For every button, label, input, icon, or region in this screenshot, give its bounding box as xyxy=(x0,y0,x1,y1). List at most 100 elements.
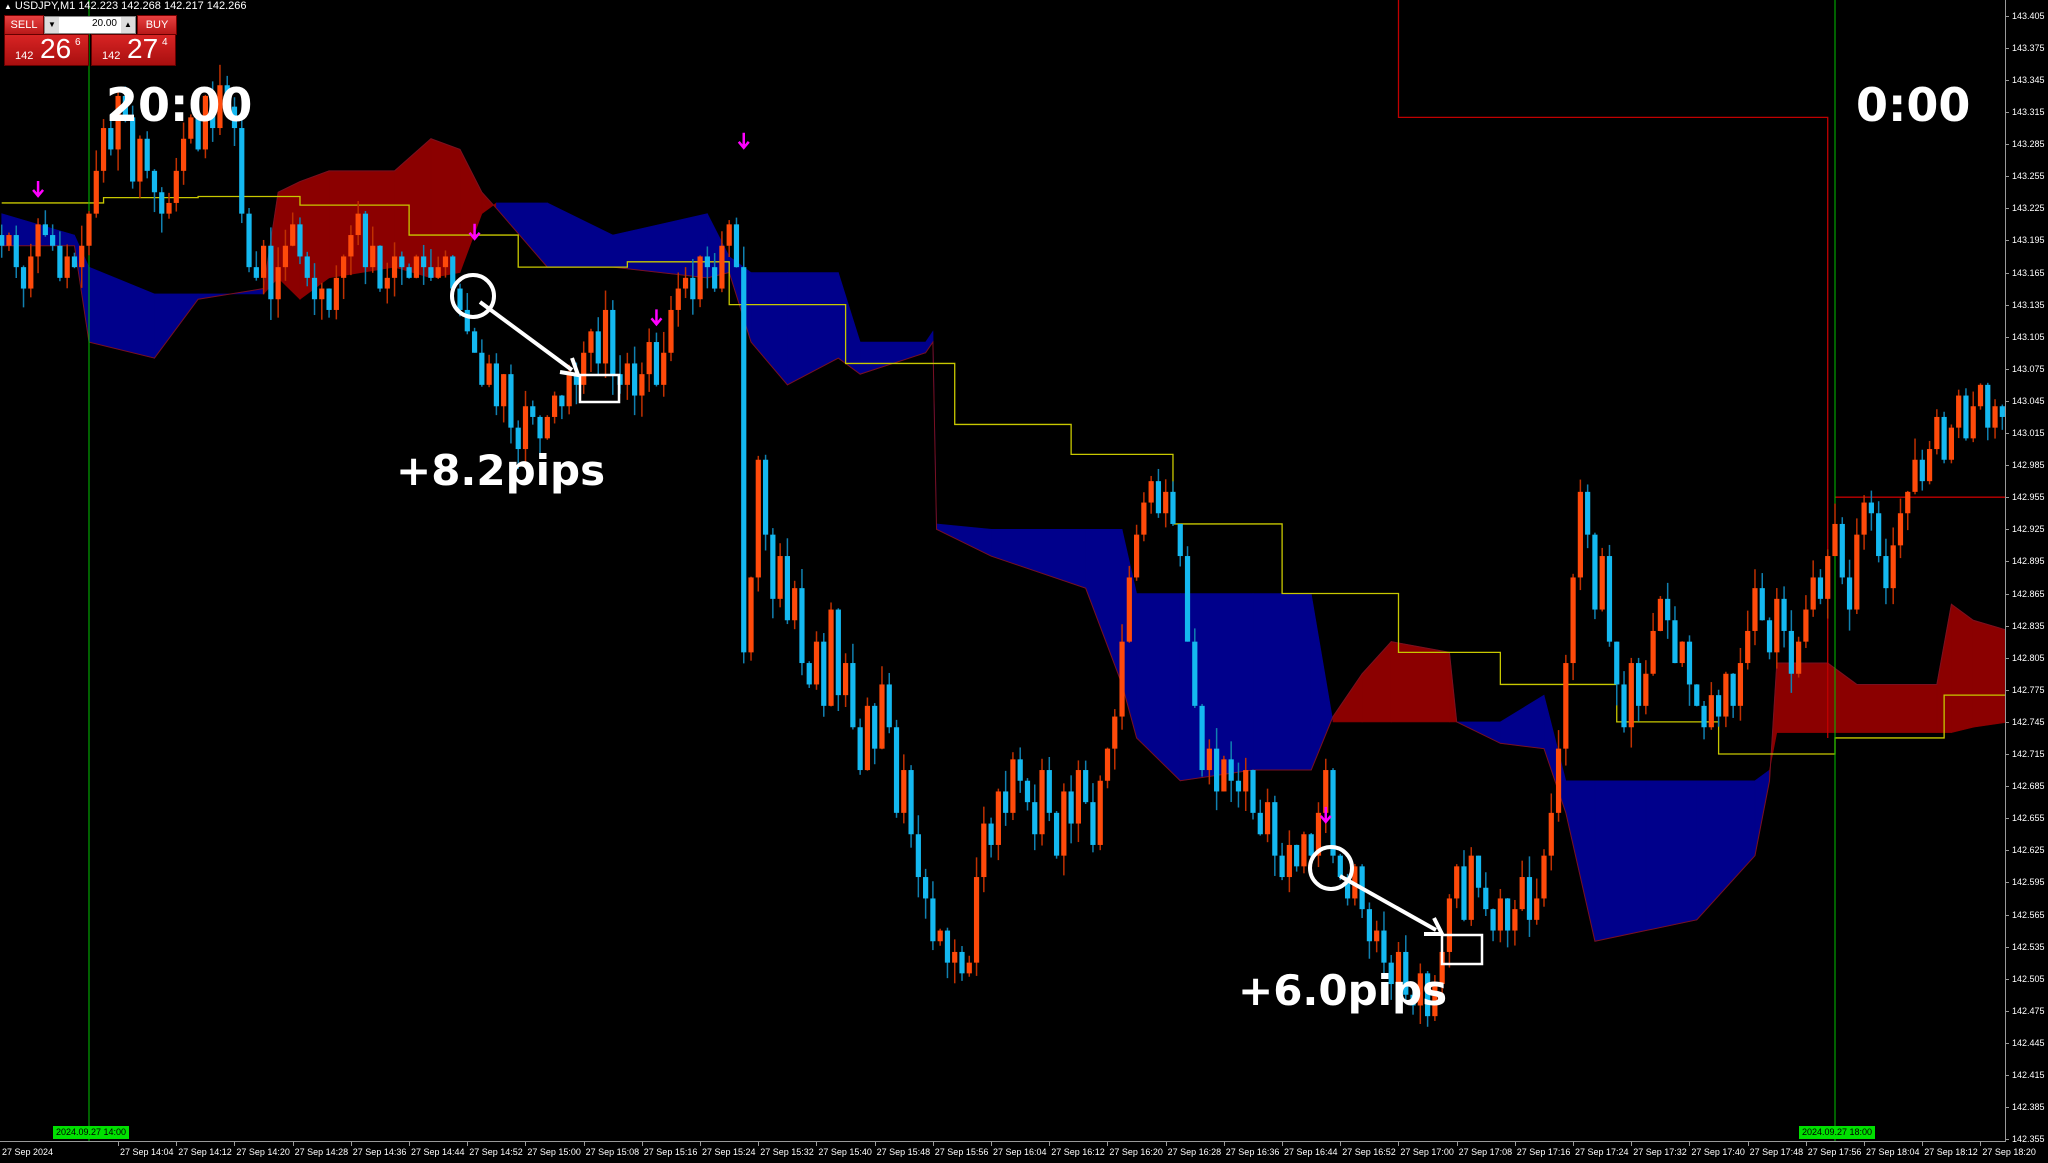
candle xyxy=(406,263,412,279)
candle xyxy=(435,256,441,279)
candle-body xyxy=(1599,556,1605,610)
candle xyxy=(646,328,652,392)
lot-value[interactable]: 20.00 xyxy=(91,18,117,29)
candle-body xyxy=(1264,802,1271,835)
candle-body xyxy=(202,95,208,150)
price-tick xyxy=(2006,465,2009,467)
candle-body xyxy=(333,277,339,310)
candle-body xyxy=(1861,502,1867,535)
candle-body xyxy=(1759,588,1765,621)
candle xyxy=(1119,624,1125,730)
candle xyxy=(493,353,499,416)
candle-body xyxy=(1024,780,1031,803)
candle xyxy=(28,243,34,298)
lot-increase-icon[interactable]: ▲ xyxy=(121,17,135,33)
buy-price-button[interactable]: 142 27 4 xyxy=(91,33,176,66)
candle-body xyxy=(1788,630,1794,674)
candle-body xyxy=(1723,673,1729,717)
candle-body xyxy=(1745,630,1751,664)
candle-body xyxy=(1825,556,1831,599)
cloud-segment xyxy=(459,149,483,273)
candle xyxy=(1548,793,1554,871)
cloud-segment xyxy=(1951,603,1974,733)
candle-body xyxy=(1286,844,1292,878)
candle xyxy=(552,391,558,424)
cloud-segment xyxy=(707,213,730,279)
candle-body xyxy=(1323,770,1329,813)
candle-body xyxy=(1512,909,1518,931)
signal-arrows xyxy=(32,132,1332,824)
price-label: 142.445 xyxy=(2012,1037,2045,1048)
candle xyxy=(1970,391,1976,443)
candle xyxy=(1759,573,1765,621)
price-tick xyxy=(2006,240,2009,242)
candle-body xyxy=(1483,887,1489,910)
one-click-trading-panel: SELL ▼ 20.00 ▲ BUY 142 26 6 142 27 4 xyxy=(4,14,177,66)
time-label: 27 Sep 17:40 xyxy=(1691,1147,1745,1157)
candle-body xyxy=(246,213,252,268)
candle xyxy=(290,212,296,247)
price-tick xyxy=(2006,721,2009,723)
candle-body xyxy=(384,277,390,289)
candle-body xyxy=(1679,641,1685,664)
candle xyxy=(1526,856,1533,937)
candle xyxy=(1475,855,1482,898)
cloud-segment xyxy=(1390,641,1450,723)
candle xyxy=(1570,573,1576,681)
candle-body xyxy=(1534,898,1540,920)
candle-body xyxy=(1832,523,1838,557)
candle-body xyxy=(530,406,536,417)
candle xyxy=(86,211,92,256)
sell-button[interactable]: SELL xyxy=(4,15,44,35)
time-tick xyxy=(1282,1142,1283,1146)
candle xyxy=(1250,769,1256,820)
price-label: 142.415 xyxy=(2012,1070,2045,1080)
lot-size-input[interactable]: ▼ 20.00 ▲ xyxy=(44,16,136,34)
price-label: 143.165 xyxy=(2012,267,2045,278)
lot-decrease-icon[interactable]: ▼ xyxy=(45,17,59,33)
candle xyxy=(1112,709,1118,770)
candle-body xyxy=(224,85,230,107)
candle xyxy=(792,580,798,630)
candle xyxy=(632,346,638,416)
candle-body xyxy=(35,224,41,257)
candle-body xyxy=(901,770,907,813)
candle xyxy=(1919,449,1925,491)
candle-body xyxy=(1279,855,1285,878)
trade-annotation-1 xyxy=(450,273,621,404)
candle-body xyxy=(1839,523,1845,578)
cloud-segment xyxy=(1696,780,1756,921)
sell-price-button[interactable]: 142 26 6 xyxy=(4,33,89,66)
candle xyxy=(1905,490,1911,531)
candle-body xyxy=(610,309,616,375)
time-tick xyxy=(641,1142,643,1146)
candle-body xyxy=(1475,855,1482,888)
candles xyxy=(0,64,2005,1027)
price-tick xyxy=(2006,1075,2009,1076)
time-label: 27 Sep 16:36 xyxy=(1225,1147,1280,1157)
candle xyxy=(1381,911,1387,978)
candle xyxy=(1177,523,1183,567)
price-tick xyxy=(2006,561,2009,563)
collapse-triangle-icon[interactable]: ▲ xyxy=(4,2,12,11)
buy-button[interactable]: BUY xyxy=(137,15,177,35)
price-chart[interactable] xyxy=(0,0,2005,1141)
candle xyxy=(1635,657,1642,722)
price-axis[interactable]: 143.405 143.375 143.345 143.315 143.285 143.2… xyxy=(2005,0,2048,1144)
candle-body xyxy=(1803,609,1809,642)
candle-body xyxy=(704,256,710,268)
price-label: 143.135 xyxy=(2012,299,2045,310)
time-tick xyxy=(991,1142,992,1146)
candle-body xyxy=(1948,427,1954,460)
candle-body xyxy=(544,416,550,439)
cloud-segment xyxy=(838,272,861,375)
candle-body xyxy=(341,256,347,278)
time-axis[interactable]: 27 Sep 2024 27 Sep 14:04 27 Sep 14:12 27 S… xyxy=(0,1126,2036,1163)
candle-body xyxy=(399,256,405,268)
candle xyxy=(1861,495,1867,550)
candle-body xyxy=(566,374,572,407)
cloud-segment xyxy=(1776,662,1829,733)
candle xyxy=(733,217,740,268)
candle-body xyxy=(1155,481,1162,514)
time-tick xyxy=(1922,1142,1924,1146)
